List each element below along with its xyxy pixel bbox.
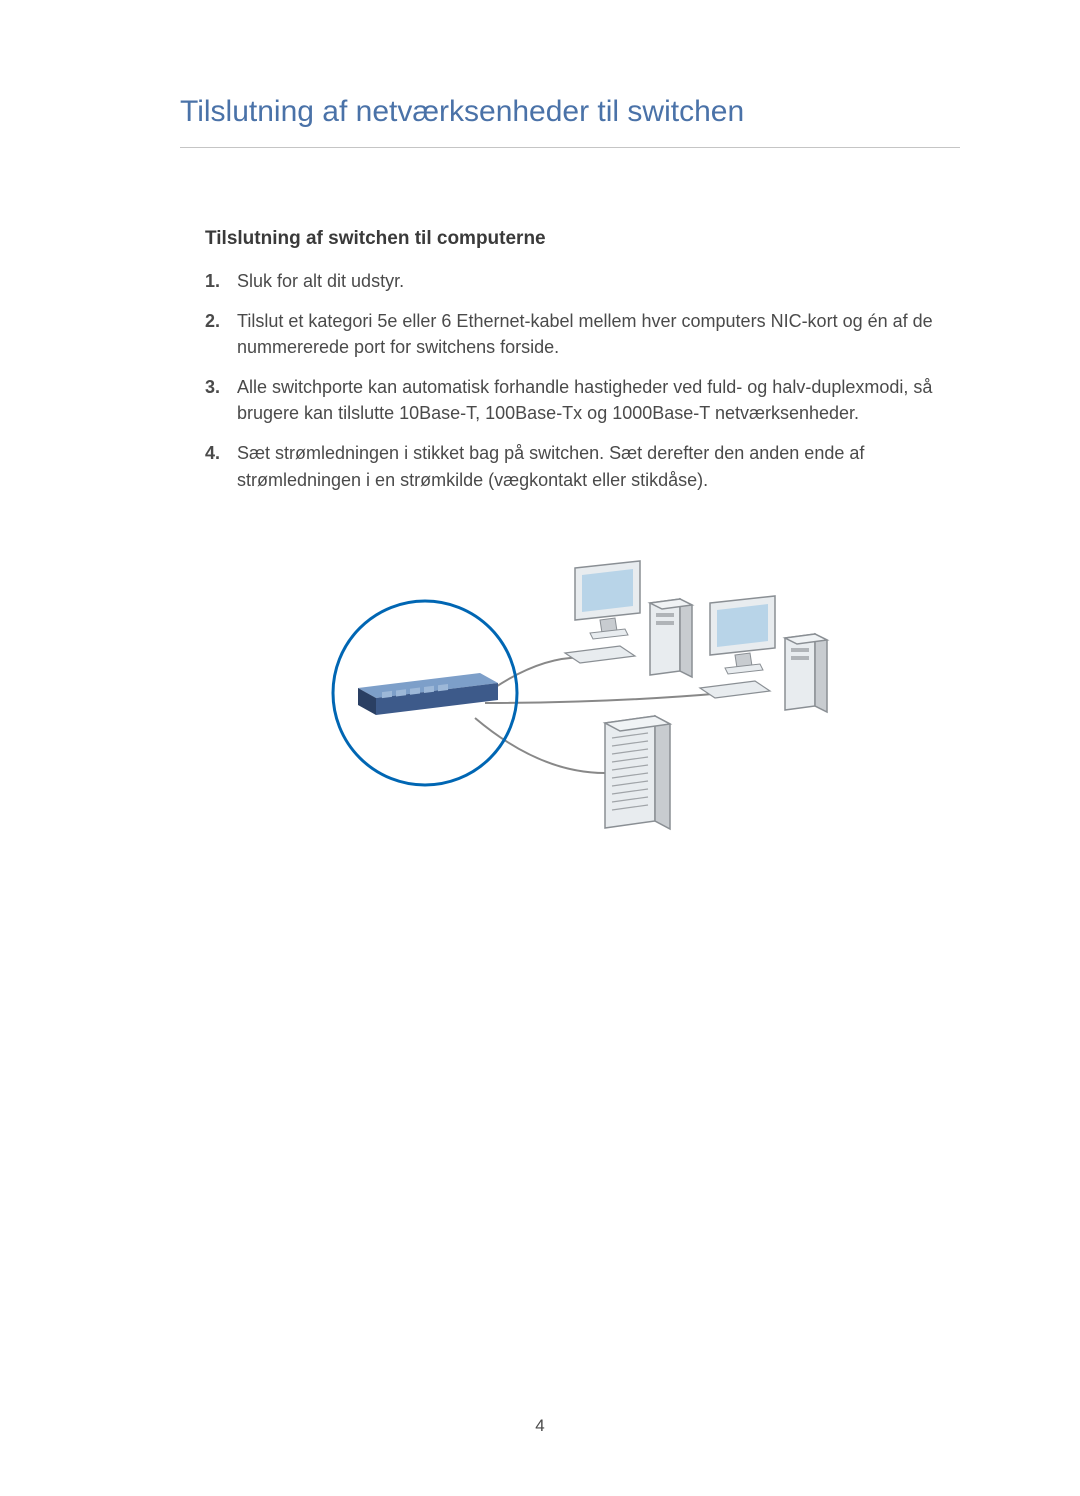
page-number: 4 — [0, 1416, 1080, 1436]
switch-icon — [358, 673, 498, 715]
step-number: 3. — [205, 374, 237, 426]
list-item: 3. Alle switchporte kan automatisk forha… — [205, 374, 960, 426]
cable-icon — [485, 693, 725, 703]
cable-icon — [475, 718, 605, 773]
computer-icon — [700, 596, 827, 712]
step-text: Sæt strømledningen i stikket bag på swit… — [237, 440, 960, 492]
list-item: 4. Sæt strømledningen i stikket bag på s… — [205, 440, 960, 492]
list-item: 1. Sluk for alt dit udstyr. — [205, 268, 960, 294]
step-text: Alle switchporte kan automatisk forhandl… — [237, 374, 960, 426]
step-number: 4. — [205, 440, 237, 492]
section-subtitle: Tilslutning af switchen til computerne — [180, 228, 960, 250]
step-number: 1. — [205, 268, 237, 294]
steps-list: 1. Sluk for alt dit udstyr. 2. Tilslut e… — [180, 268, 960, 493]
page-title: Tilslutning af netværksenheder til switc… — [180, 95, 960, 148]
list-item: 2. Tilslut et kategori 5e eller 6 Ethern… — [205, 308, 960, 360]
step-number: 2. — [205, 308, 237, 360]
computer-icon — [565, 561, 692, 677]
network-diagram — [310, 543, 830, 833]
step-text: Sluk for alt dit udstyr. — [237, 268, 960, 294]
step-text: Tilslut et kategori 5e eller 6 Ethernet-… — [237, 308, 960, 360]
server-icon — [605, 716, 670, 829]
